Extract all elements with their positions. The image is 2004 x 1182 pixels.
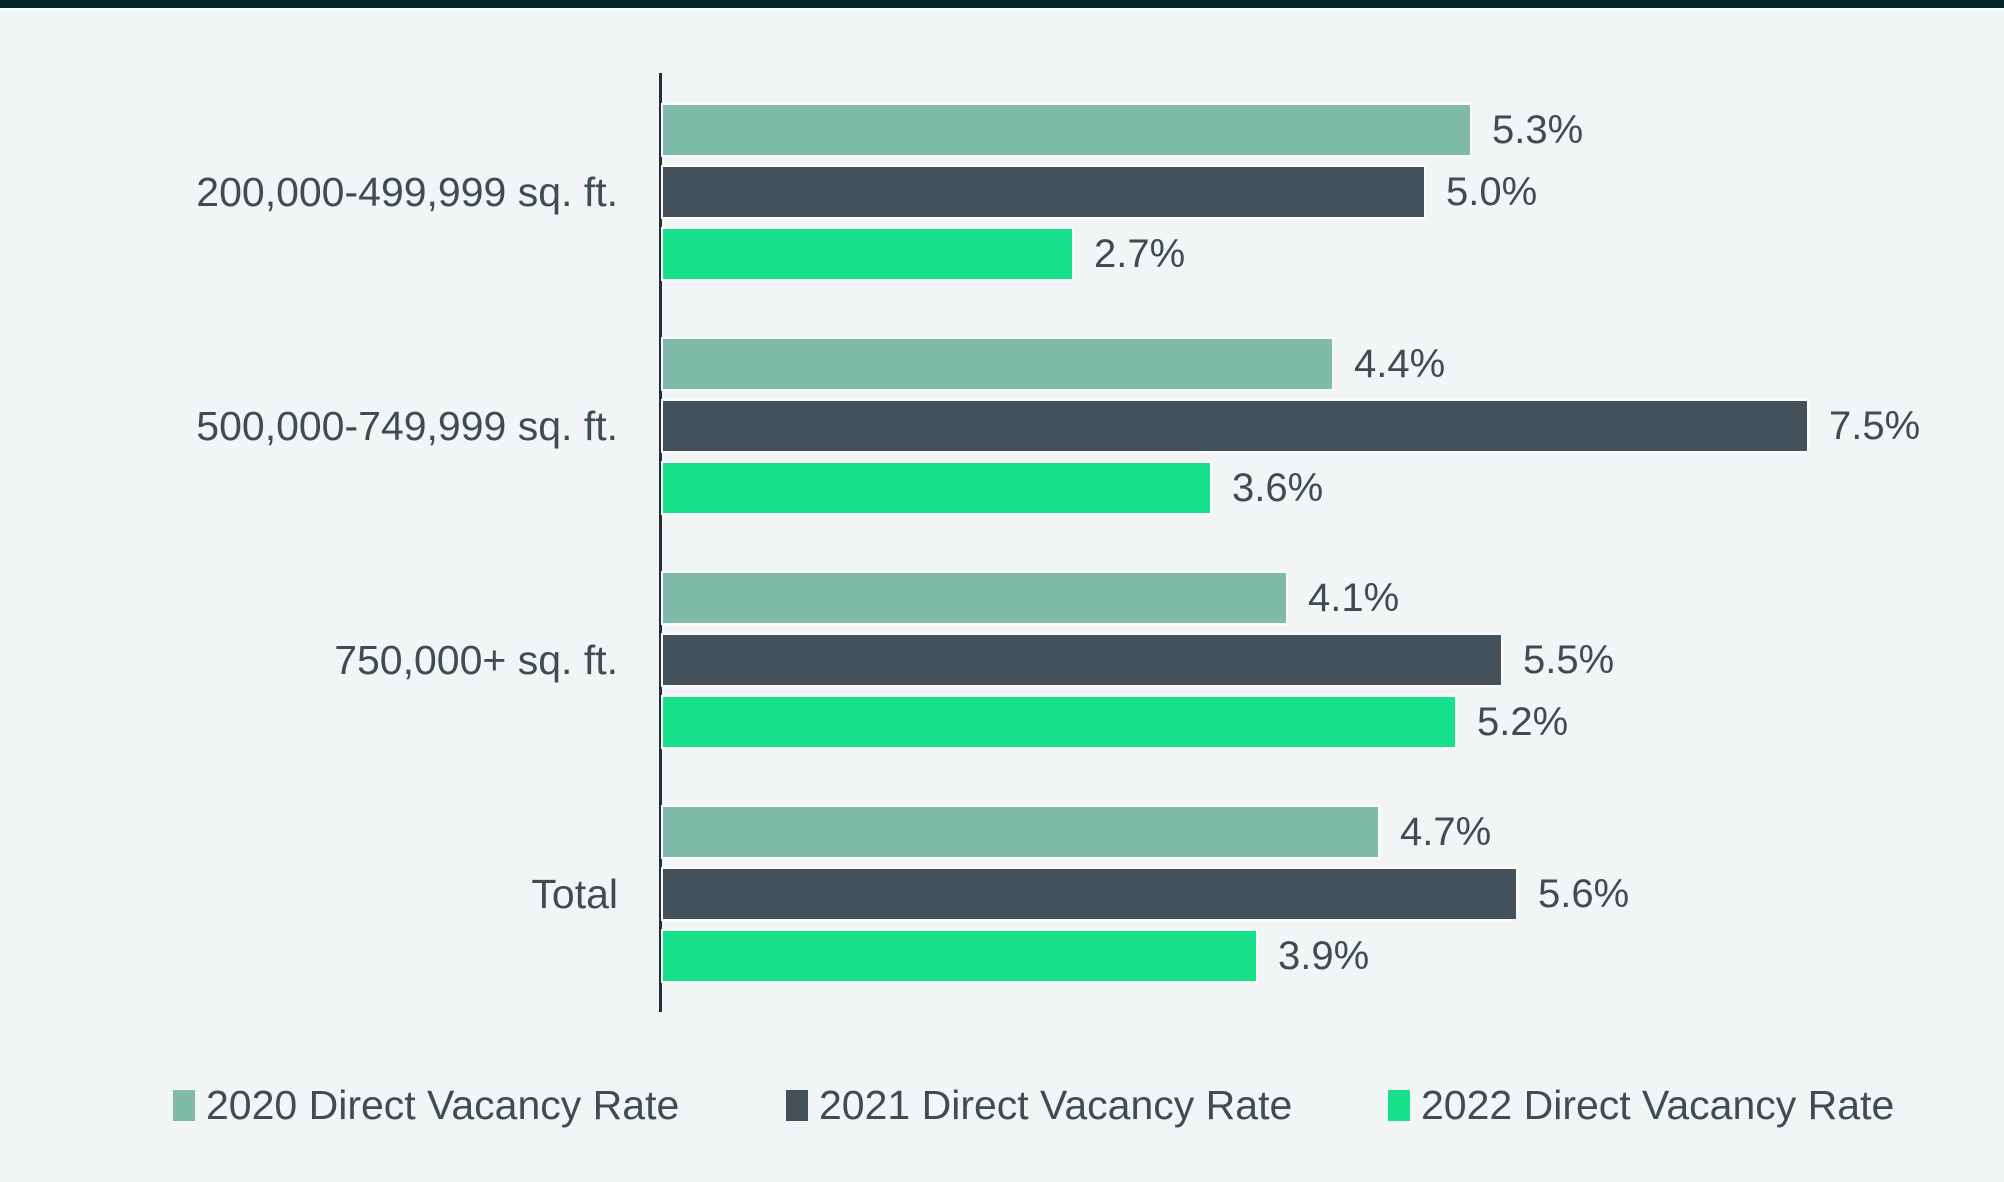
value-label: 5.0% — [1446, 170, 1538, 214]
legend-label: 2021 Direct Vacancy Rate — [819, 1081, 1293, 1128]
value-label: 3.9% — [1278, 934, 1370, 978]
bar-2020-cat2 — [661, 571, 1288, 625]
value-label: 4.1% — [1308, 576, 1400, 620]
value-label: 4.7% — [1400, 810, 1492, 854]
legend-swatch-icon — [1388, 1089, 1410, 1121]
value-label: 5.6% — [1538, 872, 1630, 916]
bar-2022-cat2 — [661, 695, 1457, 749]
value-label: 2.7% — [1094, 232, 1186, 276]
bar-2021-cat3 — [661, 867, 1518, 921]
category-axis-line — [659, 73, 662, 1012]
top-accent-underline — [0, 8, 2004, 11]
value-label: 5.2% — [1477, 700, 1569, 744]
value-label: 3.6% — [1232, 466, 1324, 510]
bar-2020-cat3 — [661, 805, 1380, 859]
bar-2022-cat0 — [661, 227, 1074, 281]
bar-2020-cat1 — [661, 337, 1334, 391]
bar-2021-cat1 — [661, 399, 1809, 453]
legend-swatch-icon — [173, 1089, 195, 1121]
category-label: 200,000-499,999 sq. ft. — [196, 169, 618, 215]
category-label: 750,000+ sq. ft. — [334, 637, 618, 683]
legend-label: 2020 Direct Vacancy Rate — [206, 1081, 680, 1128]
category-label: 500,000-749,999 sq. ft. — [196, 403, 618, 449]
bar-2022-cat3 — [661, 929, 1258, 983]
bar-2021-cat0 — [661, 165, 1426, 219]
category-label: Total — [531, 871, 618, 917]
legend-item-2021[interactable]: 2021 Direct Vacancy Rate — [786, 1082, 1292, 1128]
value-label: 5.5% — [1523, 638, 1615, 682]
legend-item-2022[interactable]: 2022 Direct Vacancy Rate — [1388, 1082, 1894, 1128]
value-label: 4.4% — [1354, 342, 1446, 386]
bar-2021-cat2 — [661, 633, 1503, 687]
bar-2022-cat1 — [661, 461, 1212, 515]
value-label: 5.3% — [1492, 108, 1584, 152]
top-accent-bar — [0, 0, 2004, 8]
value-label: 7.5% — [1829, 404, 1921, 448]
legend-label: 2022 Direct Vacancy Rate — [1421, 1081, 1895, 1128]
legend-swatch-icon — [786, 1089, 808, 1121]
legend-item-2020[interactable]: 2020 Direct Vacancy Rate — [173, 1082, 679, 1128]
bar-2020-cat0 — [661, 103, 1472, 157]
